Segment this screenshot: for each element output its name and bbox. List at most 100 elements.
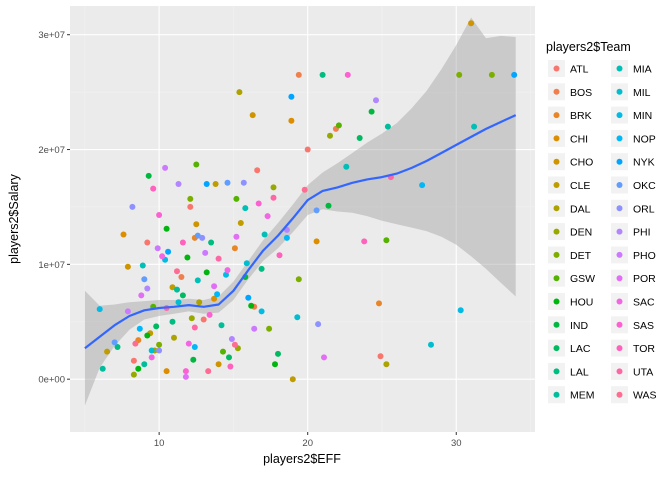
legend-label-pho: PHO <box>633 250 656 262</box>
data-point <box>215 361 222 368</box>
data-point <box>249 112 256 119</box>
y-tick-label: 3e+07 <box>38 30 65 41</box>
legend-label-orl: ORL <box>633 203 655 215</box>
x-tick-label: 10 <box>154 438 165 449</box>
data-point <box>361 238 368 245</box>
data-point <box>220 348 226 355</box>
data-point <box>184 254 191 261</box>
data-point <box>456 71 463 78</box>
legend-swatch-lac <box>553 345 560 352</box>
data-point <box>325 202 332 209</box>
data-point <box>295 71 302 78</box>
legend-swatch-ind <box>553 321 560 328</box>
data-point <box>224 179 231 186</box>
data-point <box>148 354 155 361</box>
data-point <box>488 71 495 78</box>
data-point <box>202 249 209 256</box>
legend-label-okc: OKC <box>633 180 656 192</box>
legend-label-brk: BRK <box>570 110 592 122</box>
data-point <box>295 276 302 283</box>
data-point <box>162 164 169 171</box>
legend-swatch-mia <box>616 65 623 72</box>
legend-label-min: MIN <box>633 110 652 122</box>
legend-title: players2$Team <box>546 40 631 54</box>
legend-label-gsw: GSW <box>570 273 595 285</box>
data-point <box>383 361 390 368</box>
data-point <box>356 135 363 141</box>
data-point <box>185 340 192 347</box>
major-grid <box>70 6 535 432</box>
data-point <box>258 265 265 272</box>
y-axis-title: players2$Salary <box>7 173 21 263</box>
data-point <box>156 347 163 354</box>
legend-swatch-den <box>553 228 560 235</box>
data-point <box>228 336 235 342</box>
legend-label-lac: LAC <box>570 343 591 355</box>
data-point <box>130 371 137 378</box>
legend-swatch-brk <box>553 112 560 119</box>
data-point <box>240 179 247 186</box>
x-axis-title: players2$EFF <box>263 452 341 466</box>
data-point <box>218 322 225 329</box>
data-point <box>141 276 148 283</box>
x-tick-label: 20 <box>302 438 313 449</box>
data-point <box>261 231 268 238</box>
legend-label-mem: MEM <box>570 390 595 402</box>
data-point <box>313 207 320 214</box>
data-point <box>124 263 131 270</box>
smooth-line-layer <box>84 114 517 350</box>
data-point <box>191 324 198 331</box>
data-point <box>182 368 189 375</box>
legend-swatch-atl <box>553 65 560 72</box>
data-point <box>236 89 243 96</box>
data-point <box>233 195 240 202</box>
data-point <box>150 185 157 192</box>
data-point <box>187 203 194 210</box>
legend-swatch-lal <box>553 368 560 375</box>
data-point <box>163 368 170 375</box>
data-point <box>373 97 379 104</box>
legend-label-was: WAS <box>633 390 657 402</box>
data-point <box>179 292 186 299</box>
data-point <box>178 274 185 280</box>
data-point <box>255 200 262 207</box>
data-point <box>212 181 219 187</box>
legend-label-dal: DAL <box>570 203 591 215</box>
data-point <box>327 132 333 139</box>
data-point <box>321 354 327 361</box>
confidence-band <box>84 17 516 406</box>
data-point <box>120 231 127 238</box>
legend-label-sas: SAS <box>633 320 654 332</box>
data-point <box>199 234 206 241</box>
data-point <box>99 365 106 372</box>
legend-swatch-det <box>553 251 560 258</box>
legend-label-ind: IND <box>570 320 589 332</box>
legend: ATL BOS BRK CHI CHO CLE DAL DEN DET GSW HOU IND LAC L… <box>548 60 657 404</box>
data-point <box>144 285 151 292</box>
data-point <box>457 307 464 314</box>
y-tick-label: 2e+07 <box>38 145 65 156</box>
data-point <box>208 239 215 246</box>
data-point <box>114 344 121 350</box>
legend-label-tor: TOR <box>633 343 655 355</box>
data-point <box>193 161 200 168</box>
legend-label-hou: HOU <box>570 297 593 309</box>
data-point <box>211 283 218 290</box>
data-point <box>245 294 252 301</box>
x-tick-label: 30 <box>451 438 462 449</box>
data-point <box>200 316 207 323</box>
data-point <box>144 239 151 246</box>
data-point <box>163 225 170 232</box>
legend-label-nyk: NYK <box>633 157 655 169</box>
data-point <box>187 195 194 202</box>
data-point <box>156 212 163 218</box>
data-point <box>223 271 229 278</box>
data-point <box>135 365 142 372</box>
legend-swatch-okc <box>616 182 623 188</box>
data-point <box>124 308 131 315</box>
legend-swatch-phi <box>616 228 623 235</box>
data-point <box>471 123 478 130</box>
legend-swatch-hou <box>553 298 560 305</box>
legend-swatch-min <box>616 112 623 119</box>
data-point <box>270 194 277 201</box>
